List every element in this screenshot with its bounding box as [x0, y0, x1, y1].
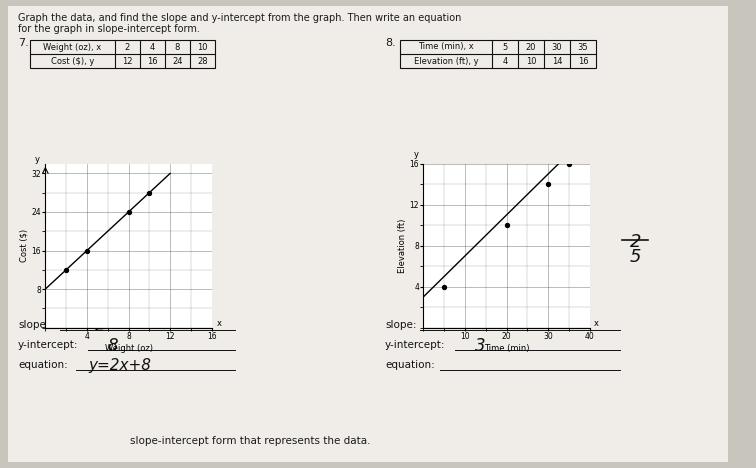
Text: 2: 2 [125, 43, 130, 51]
Text: slope-intercept form that represents the data.: slope-intercept form that represents the… [130, 436, 370, 446]
Y-axis label: Cost ($): Cost ($) [20, 229, 29, 262]
Text: 8: 8 [175, 43, 180, 51]
Text: 8.: 8. [385, 38, 395, 48]
Text: equation:: equation: [385, 360, 435, 370]
Text: y: y [414, 150, 419, 159]
Bar [30, 40, 215, 68]
Bar [400, 40, 596, 68]
Point [143, 189, 156, 197]
Text: y-intercept:: y-intercept: [385, 340, 445, 350]
Text: Cost ($), y: Cost ($), y [51, 57, 94, 66]
Text: 7.: 7. [18, 38, 29, 48]
Text: 24: 24 [172, 57, 183, 66]
Point [122, 208, 135, 216]
Text: y=2x+8: y=2x+8 [88, 358, 151, 373]
Point [542, 181, 554, 188]
Text: 14: 14 [552, 57, 562, 66]
Text: for the graph in slope-intercept form.: for the graph in slope-intercept form. [18, 24, 200, 34]
X-axis label: Time (min): Time (min) [484, 344, 529, 352]
Text: Time (min), x: Time (min), x [418, 43, 474, 51]
Text: x: x [217, 319, 222, 328]
X-axis label: Weight (oz): Weight (oz) [104, 344, 153, 352]
Text: equation:: equation: [18, 360, 68, 370]
Text: x: x [594, 319, 599, 328]
Text: 4: 4 [503, 57, 507, 66]
Text: 10: 10 [197, 43, 208, 51]
Y-axis label: Elevation (ft): Elevation (ft) [398, 219, 407, 273]
Text: Weight (oz), x: Weight (oz), x [43, 43, 101, 51]
Text: y-intercept:: y-intercept: [18, 340, 79, 350]
Text: 5: 5 [503, 43, 507, 51]
Text: 3: 3 [475, 337, 485, 355]
Point [500, 221, 513, 229]
Point [562, 160, 575, 168]
Point [81, 247, 93, 254]
Text: Elevation (ft), y: Elevation (ft), y [414, 57, 479, 66]
Text: slope:: slope: [385, 320, 417, 330]
Text: 30: 30 [552, 43, 562, 51]
Text: y: y [36, 155, 40, 164]
Text: 35: 35 [578, 43, 588, 51]
Text: 2: 2 [630, 233, 642, 251]
Text: 4: 4 [150, 43, 155, 51]
Text: 8: 8 [107, 337, 118, 355]
Text: Graph the data, and find the slope and y-intercept from the graph. Then write an: Graph the data, and find the slope and y… [18, 13, 461, 23]
Text: 20: 20 [525, 43, 536, 51]
Point [438, 283, 451, 290]
Text: 16: 16 [578, 57, 588, 66]
Text: 10: 10 [525, 57, 536, 66]
Text: slope:: slope: [18, 320, 49, 330]
Text: 5: 5 [630, 248, 642, 266]
Text: 12: 12 [122, 57, 133, 66]
Text: 16: 16 [147, 57, 158, 66]
Text: 28: 28 [197, 57, 208, 66]
Text: 2: 2 [95, 317, 106, 335]
Point [60, 266, 73, 273]
